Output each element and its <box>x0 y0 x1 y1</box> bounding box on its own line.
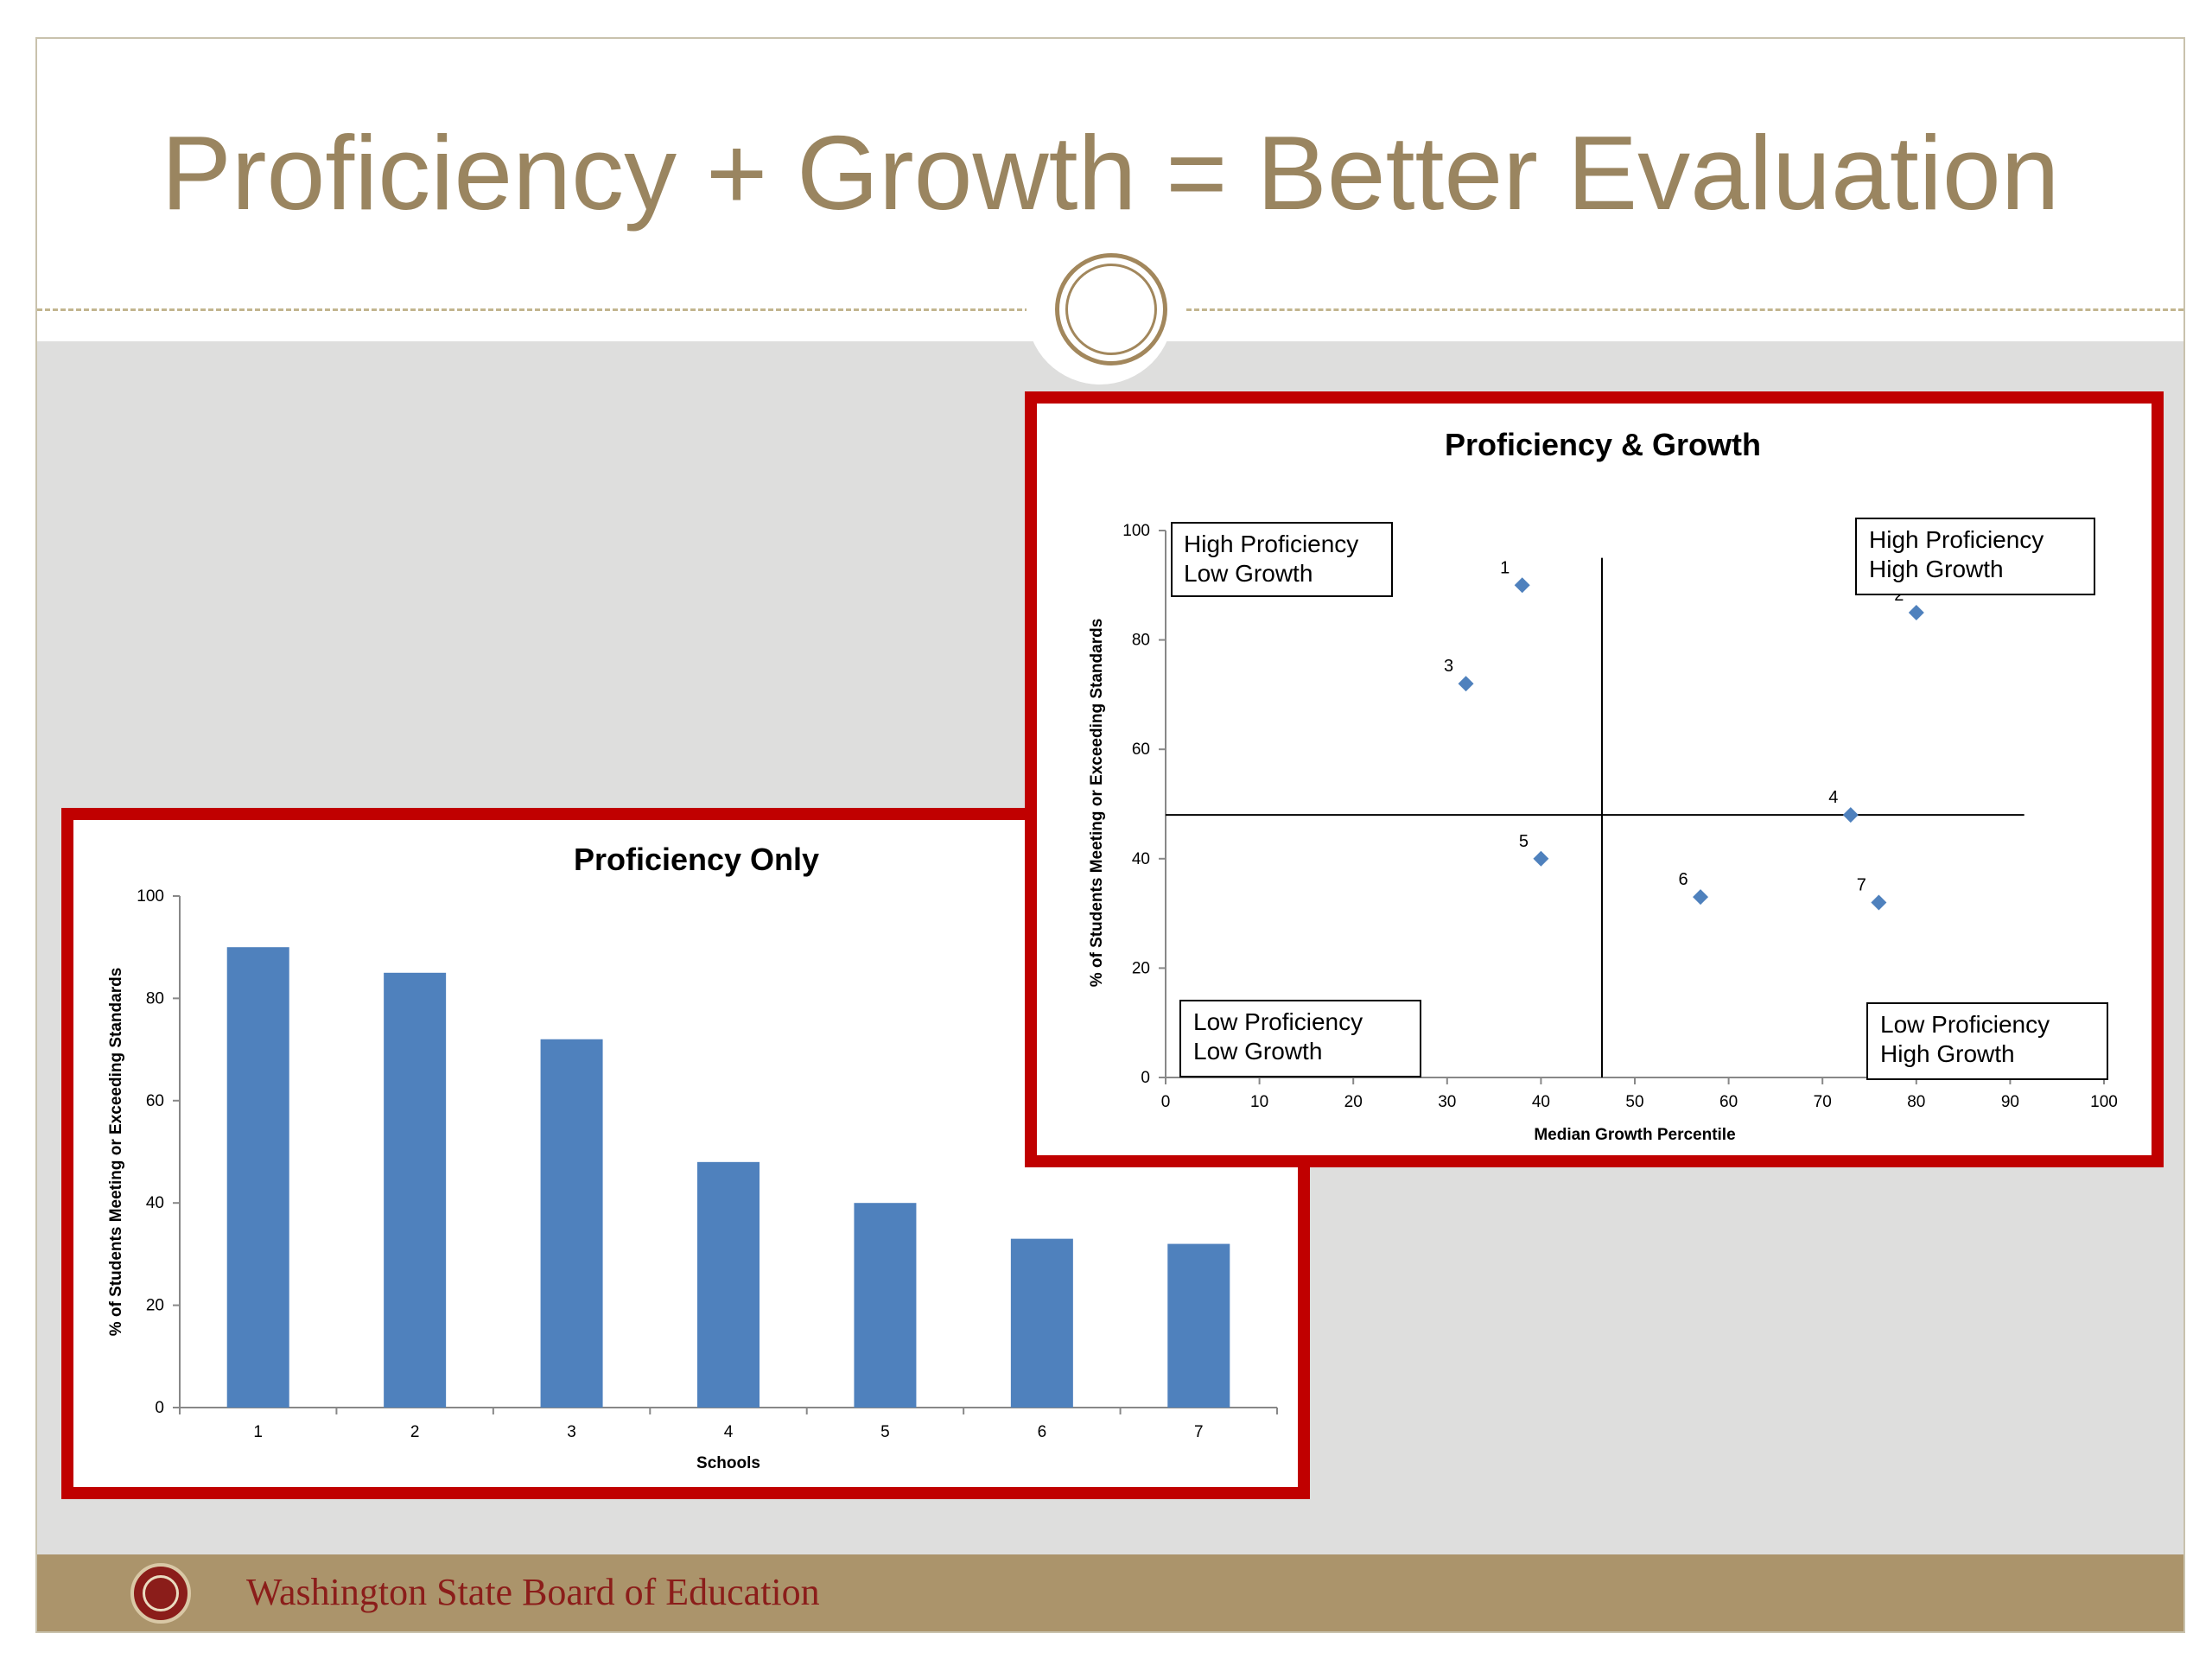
bar-school-3 <box>540 1039 603 1408</box>
scatter-x-tick-label: 100 <box>2090 1093 2118 1111</box>
slide-title: Proficiency + Growth = Better Evaluation <box>161 114 2060 232</box>
point-school-2 <box>1908 604 1924 620</box>
point-school-3 <box>1458 676 1474 692</box>
scatter-x-tick-label: 80 <box>1907 1093 1925 1111</box>
bar-x-axis-title: Schools <box>696 1454 760 1472</box>
footer-band: Washington State Board of Education <box>37 1554 2183 1631</box>
point-school-1 <box>1514 577 1530 594</box>
scatter-chart-title: Proficiency & Growth <box>1445 427 1761 462</box>
bar-y-tick-label: 80 <box>146 989 164 1007</box>
bar-school-5 <box>854 1203 917 1408</box>
quadrant-label-line1: High Proficiency <box>1869 526 2044 553</box>
bar-school-6 <box>1010 1238 1073 1408</box>
proficiency-growth-chart: Proficiency & Growth 0 20 40 60 80 100 0 10 20 3… <box>1088 427 2118 1144</box>
scatter-y-axis-title: % of Students Meeting or Exceeding Stand… <box>1088 619 1106 988</box>
ornament-circle <box>1055 253 1167 365</box>
quadrant-label-line2: Low Growth <box>1193 1038 1322 1065</box>
scatter-x-axis-title: Median Growth Percentile <box>1534 1126 1735 1144</box>
point-label: 3 <box>1444 657 1453 676</box>
point-label: 6 <box>1678 870 1688 889</box>
scatter-y-tick-label: 60 <box>1132 741 1150 759</box>
scatter-x-tick-label: 60 <box>1719 1093 1738 1111</box>
quadrant-box-low-proficiency-high-growth: Low Proficiency High Growth <box>1866 1002 2108 1080</box>
quadrant-label-line1: Low Proficiency <box>1880 1011 2050 1038</box>
proficiency-growth-chart-panel: Proficiency & Growth 0 20 40 60 80 100 0 10 20 3… <box>1025 391 2164 1167</box>
bar-y-tick-label: 0 <box>155 1399 164 1417</box>
quadrant-box-high-proficiency-low-growth: High Proficiency Low Growth <box>1171 522 1393 597</box>
quadrant-label-line1: Low Proficiency <box>1193 1008 1363 1035</box>
scatter-x-tick-label: 50 <box>1625 1093 1643 1111</box>
point-school-7 <box>1871 894 1887 911</box>
scatter-x-tick-label: 0 <box>1161 1093 1171 1111</box>
bar-y-tick-label: 40 <box>146 1194 164 1212</box>
ornament-inner-circle <box>1065 264 1157 355</box>
point-school-5 <box>1533 850 1549 867</box>
point-label: 7 <box>1857 875 1866 894</box>
board-seal-logo <box>130 1563 191 1624</box>
scatter-x-tick-label: 30 <box>1438 1093 1456 1111</box>
quadrant-box-low-proficiency-low-growth: Low Proficiency Low Growth <box>1179 1000 1421 1077</box>
point-label: 4 <box>1828 788 1838 807</box>
bar-y-tick-label: 20 <box>146 1297 164 1315</box>
quadrant-label-line2: High Growth <box>1880 1040 2015 1067</box>
bar-school-4 <box>697 1161 760 1408</box>
quadrant-label-line1: High Proficiency <box>1184 531 1358 557</box>
bar-y-tick-label: 100 <box>137 887 164 906</box>
scatter-y-tick-label: 20 <box>1132 959 1150 977</box>
slide: Proficiency + Growth = Better Evaluation… <box>35 37 2185 1633</box>
point-school-6 <box>1693 889 1709 906</box>
scatter-x-tick-label: 90 <box>2001 1093 2019 1111</box>
header-divider-right <box>1186 308 2183 311</box>
quadrant-box-high-proficiency-high-growth: High Proficiency High Growth <box>1855 518 2095 595</box>
footer-organization: Washington State Board of Education <box>246 1571 820 1613</box>
bar-x-tick-label: 6 <box>1038 1423 1047 1441</box>
scatter-x-tick-label: 70 <box>1814 1093 1832 1111</box>
bar-x-tick-label: 3 <box>567 1423 576 1441</box>
bar-y-axis-title: % of Students Meeting or Exceeding Stand… <box>107 968 125 1337</box>
bar-x-tick-label: 4 <box>724 1423 734 1441</box>
bar-chart-title: Proficiency Only <box>574 842 819 877</box>
bar-x-tick-label: 5 <box>880 1423 890 1441</box>
scatter-y-tick-label: 100 <box>1122 522 1150 540</box>
quadrant-label-line2: Low Growth <box>1184 560 1313 587</box>
scatter-y-tick-label: 0 <box>1141 1069 1150 1087</box>
point-label: 1 <box>1500 558 1510 577</box>
scatter-x-tick-label: 10 <box>1250 1093 1268 1111</box>
bar-school-7 <box>1167 1243 1230 1408</box>
header-divider-left <box>37 308 1038 311</box>
point-school-4 <box>1842 807 1859 823</box>
bar-school-1 <box>226 947 289 1408</box>
bar-x-tick-label: 7 <box>1194 1423 1204 1441</box>
point-label: 5 <box>1519 832 1529 851</box>
bar-school-2 <box>384 972 447 1408</box>
bar-x-tick-label: 1 <box>253 1423 263 1441</box>
quadrant-label-line2: High Growth <box>1869 556 2004 582</box>
scatter-y-tick-label: 40 <box>1132 850 1150 868</box>
scatter-y-tick-label: 80 <box>1132 632 1150 650</box>
scatter-x-tick-label: 20 <box>1344 1093 1363 1111</box>
scatter-x-tick-label: 40 <box>1532 1093 1550 1111</box>
bar-y-tick-label: 60 <box>146 1092 164 1110</box>
bar-x-tick-label: 2 <box>410 1423 420 1441</box>
